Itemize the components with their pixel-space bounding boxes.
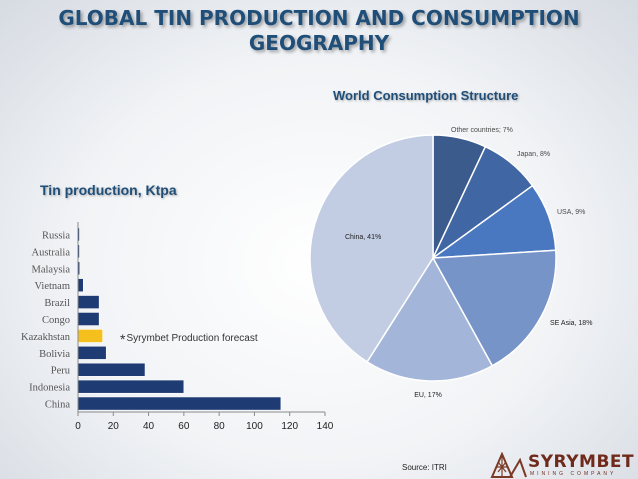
pie-slice-4 (431, 249, 557, 367)
forecast-asterisk: * (120, 331, 126, 347)
pie-label-5: EU, 17% (414, 392, 442, 399)
bar-bolivia (77, 345, 107, 360)
x-tick-label: 40 (143, 421, 155, 432)
consumption-chart-title: World Consumption Structure (333, 88, 519, 103)
category-label-indonesia: Indonesia (29, 383, 70, 394)
x-tick-label: 20 (108, 421, 120, 432)
bar-kazakhstan (77, 329, 104, 343)
category-label-vietnam: Vietnam (34, 281, 70, 292)
category-label-congo: Congo (42, 315, 70, 326)
category-label-australia: Australia (32, 247, 71, 258)
category-label-kazakhstan: Kazakhstan (21, 332, 71, 343)
category-label-peru: Peru (51, 366, 71, 377)
page-title-line-2: GEOGRAPHY (248, 31, 390, 55)
forecast-note: *Syrymbet Production forecast (120, 331, 258, 347)
x-tick-label: 80 (214, 421, 226, 432)
bar-peru (77, 362, 146, 377)
category-label-russia: Russia (42, 230, 70, 241)
production-chart-title: Tin production, Ktpa (40, 182, 177, 198)
pie-slice-6 (309, 134, 434, 363)
company-logo: SYRYMBET MINING COMPANY (490, 452, 634, 478)
pie-label-2: Japan, 8% (517, 151, 550, 158)
forecast-note-text: Syrymbet Production forecast (126, 333, 258, 344)
logo-mark-icon (490, 452, 527, 478)
logo-wordmark: SYRYMBET (528, 452, 635, 472)
bar-china (77, 396, 282, 411)
bar-congo (77, 312, 100, 326)
category-label-brazil: Brazil (44, 298, 70, 309)
logo-subtitle: MINING COMPANY (530, 471, 617, 477)
bar-indonesia (77, 379, 185, 394)
x-tick-label: 60 (178, 421, 190, 432)
pie-label-6: China, 41% (345, 234, 381, 241)
category-label-bolivia: Bolivia (39, 349, 70, 360)
pie-label-3: USA, 9% (557, 209, 585, 216)
page-title-line-1: GLOBAL TIN PRODUCTION AND CONSUMPTION (58, 6, 580, 30)
x-tick-label: 0 (75, 421, 81, 432)
consumption-pie-chart: Other countries; 7% Japan, 8% USA, 9% SE As… (309, 127, 592, 399)
x-tick-label: 120 (281, 421, 298, 432)
x-tick-label: 100 (246, 421, 263, 432)
x-tick-label: 140 (317, 421, 334, 432)
page-title: GLOBAL TIN PRODUCTION AND CONSUMPTION GE… (0, 6, 638, 56)
pie-slice-5 (366, 256, 494, 382)
production-bar-chart: Russia Australia Malaysia Vietnam Brazil Cong… (21, 222, 334, 432)
pie-label-1: Other countries; 7% (451, 127, 513, 134)
pie-label-4: SE Asia, 18% (550, 320, 592, 327)
source-note: Source: ITRI (402, 463, 447, 472)
category-label-china: China (45, 400, 70, 411)
bar-brazil (77, 295, 100, 309)
category-label-malaysia: Malaysia (32, 264, 71, 275)
bar-vietnam (77, 278, 84, 293)
